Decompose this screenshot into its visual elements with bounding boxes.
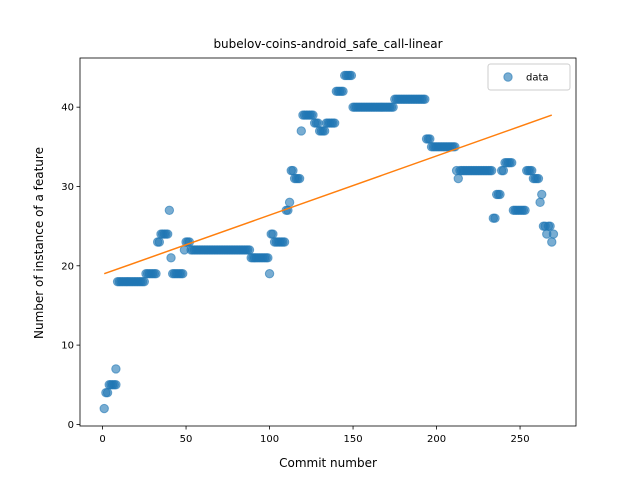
data-point — [453, 173, 463, 184]
axes-frame — [79, 57, 577, 427]
data-point — [535, 197, 545, 208]
plot-area: 0 50 100 150 200 250 0 10 20 30 40 — [61, 57, 577, 445]
data-point — [264, 269, 275, 279]
y-tick-label: 10 — [61, 341, 74, 352]
data-point — [388, 102, 398, 112]
x-tick-label: 200 — [427, 434, 446, 445]
data-point — [495, 189, 505, 200]
x-tick-label: 100 — [260, 434, 279, 445]
data-point — [288, 165, 298, 176]
data-point — [263, 253, 273, 263]
data-point — [533, 173, 544, 184]
x-tick-label: 150 — [344, 434, 363, 445]
data-points — [99, 70, 559, 414]
x-tick-label: 50 — [180, 434, 193, 445]
data-point — [111, 364, 121, 374]
data-point — [154, 237, 165, 247]
y-tick-label: 30 — [61, 182, 74, 193]
data-point — [102, 387, 113, 398]
data-point — [166, 253, 176, 263]
data-point — [520, 205, 530, 215]
y-tick-label: 40 — [61, 103, 74, 114]
legend: data — [487, 63, 571, 91]
data-point — [244, 245, 255, 255]
data-point — [319, 126, 330, 136]
y-tick-label: 0 — [68, 420, 74, 431]
x-axis-label: Commit number — [279, 456, 377, 470]
data-point — [178, 269, 188, 279]
data-point — [545, 221, 555, 231]
fit-line — [103, 114, 553, 275]
y-axis-label: Number of instance of a feature — [32, 147, 46, 339]
data-point — [164, 205, 175, 215]
data-point — [490, 213, 500, 223]
data-point — [268, 229, 278, 239]
x-tick-label: 0 — [99, 434, 105, 445]
legend-label: data — [526, 73, 549, 84]
x-tick-label: 250 — [511, 434, 530, 445]
data-point — [507, 157, 517, 168]
data-point — [548, 229, 559, 239]
legend-marker — [503, 72, 513, 82]
data-point — [346, 70, 357, 81]
data-point — [296, 126, 306, 136]
y-tick-label: 20 — [61, 261, 74, 272]
data-point — [338, 86, 348, 97]
data-point — [279, 237, 290, 247]
data-point — [537, 189, 547, 200]
legend-box — [487, 63, 571, 91]
data-point — [498, 165, 509, 176]
chart-title: bubelov-coins-android_safe_call-linear — [213, 37, 442, 51]
data-point — [425, 134, 435, 144]
data-point — [527, 165, 537, 176]
data-point — [139, 276, 150, 287]
data-point — [420, 94, 430, 104]
data-point — [294, 173, 305, 184]
data-point — [313, 118, 323, 128]
data-point — [99, 403, 109, 414]
data-point — [329, 118, 340, 128]
data-point — [547, 237, 557, 247]
data-point — [162, 229, 173, 239]
data-point — [111, 380, 121, 390]
data-point — [308, 110, 318, 120]
data-point — [151, 269, 161, 279]
data-point — [284, 197, 295, 208]
data-point — [486, 165, 497, 176]
